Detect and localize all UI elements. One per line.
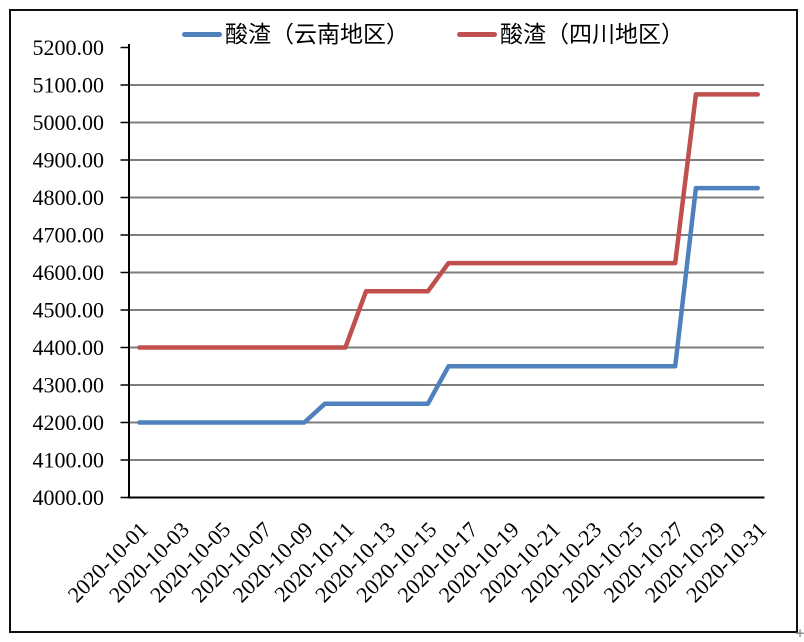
legend-label-sichuan: 酸渣（四川地区）: [500, 22, 684, 47]
y-tick-label: 4000.00: [33, 485, 105, 510]
y-tick-label: 5000.00: [33, 110, 105, 135]
corner-plus-artifact: +: [795, 626, 804, 640]
y-tick-label: 5200.00: [33, 35, 105, 60]
legend-item-sichuan[interactable]: 酸渣（四川地区）: [457, 22, 684, 47]
y-tick-label: 4300.00: [33, 373, 105, 398]
y-tick-label: 5100.00: [33, 73, 105, 98]
y-tick-label: 4600.00: [33, 260, 105, 285]
yunnan-line-swatch-icon: [182, 32, 222, 38]
chart-border-frame: [9, 9, 798, 633]
y-tick-label: 4700.00: [33, 223, 105, 248]
y-tick-label: 4800.00: [33, 185, 105, 210]
series-line-sichuan[interactable]: [137, 92, 760, 350]
sichuan-line-swatch-icon: [457, 32, 497, 38]
chart-legend: 酸渣（云南地区） 酸渣（四川地区）: [182, 22, 684, 47]
legend-item-yunnan[interactable]: 酸渣（云南地区）: [182, 22, 409, 47]
series-line-yunnan[interactable]: [137, 185, 760, 425]
y-tick-label: 4900.00: [33, 148, 105, 173]
y-tick-label: 4400.00: [33, 335, 105, 360]
y-tick-label: 4500.00: [33, 298, 105, 323]
legend-label-yunnan: 酸渣（云南地区）: [225, 22, 409, 47]
y-tick-label: 4200.00: [33, 410, 105, 435]
y-tick-label: 4100.00: [33, 448, 105, 473]
